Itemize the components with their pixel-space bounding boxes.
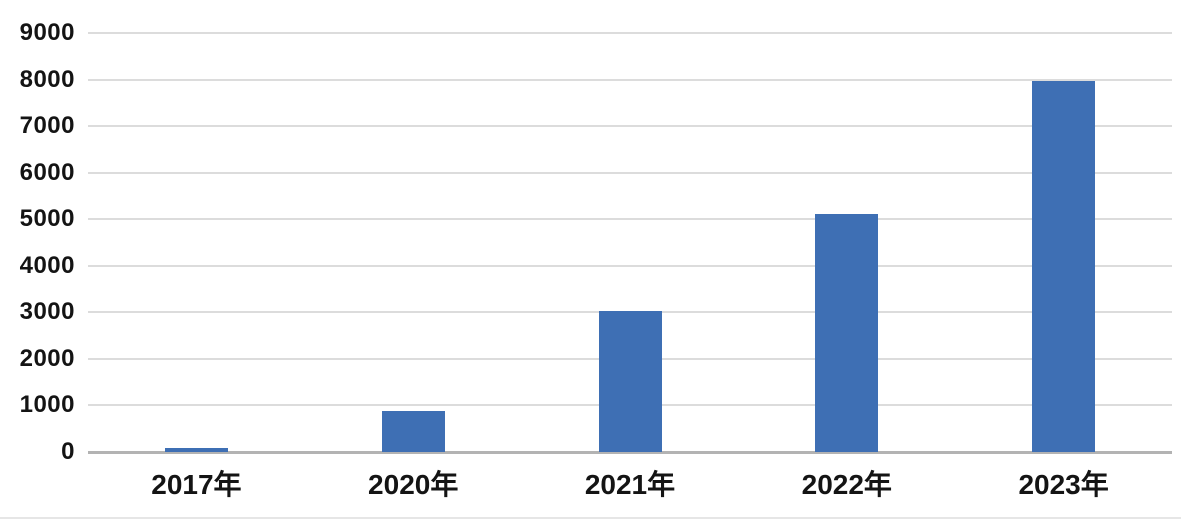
gridline [88, 125, 1172, 128]
gridline [88, 218, 1172, 221]
bar-2020年 [381, 410, 445, 452]
y-tick-label: 5000 [19, 205, 75, 233]
y-tick-label: 7000 [19, 112, 75, 140]
x-tick-label: 2022年 [801, 469, 892, 500]
bar-2021年 [598, 311, 662, 452]
y-tick-label: 2000 [19, 344, 75, 372]
gridline [88, 264, 1172, 267]
x-tick-label: 2017年 [151, 469, 242, 500]
gridline [88, 32, 1172, 34]
y-tick-label: 0 [61, 438, 75, 465]
bar-2023年 [1032, 80, 1096, 452]
y-tick-label: 6000 [19, 158, 75, 186]
y-tick-label: 4000 [19, 251, 75, 279]
y-tick-label: 1000 [19, 391, 75, 419]
gridline [88, 78, 1172, 81]
bottom-border [0, 517, 1181, 519]
y-tick-label: 3000 [19, 298, 75, 326]
gridline [88, 171, 1172, 174]
x-axis-line [88, 451, 1172, 454]
x-tick-label: 2023年 [1018, 469, 1109, 500]
x-tick-label: 2020年 [368, 469, 459, 500]
y-tick-label: 9000 [19, 19, 75, 46]
bar-2017年 [164, 447, 228, 452]
y-tick-label: 8000 [19, 65, 75, 93]
x-tick-label: 2021年 [584, 469, 676, 500]
bar-2022年 [815, 213, 879, 452]
